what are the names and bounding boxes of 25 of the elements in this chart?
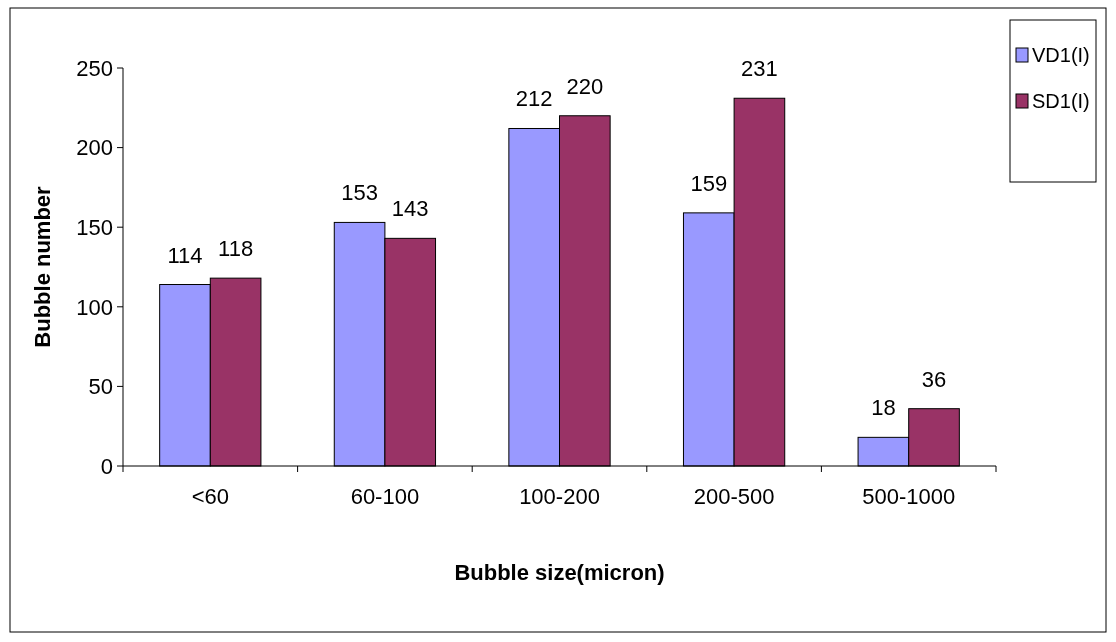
- data-label: 36: [921, 366, 947, 392]
- data-label: 159: [690, 170, 728, 196]
- y-tick-label: 250: [76, 55, 113, 81]
- legend-label: SD1(I): [1032, 90, 1090, 112]
- data-label: 231: [741, 56, 778, 82]
- y-tick-label: 0: [100, 453, 113, 479]
- x-tick-label: 500-1000: [862, 484, 956, 509]
- data-label: 118: [218, 236, 254, 262]
- data-label: 114: [167, 242, 203, 268]
- y-tick-label: 200: [76, 135, 113, 161]
- data-label: 18: [871, 395, 896, 421]
- x-axis-title: Bubble size(micron): [454, 560, 665, 585]
- data-label: 212: [515, 86, 553, 112]
- legend-label: VD1(I): [1032, 44, 1090, 66]
- y-tick-label: 150: [76, 214, 113, 240]
- x-tick-label: 200-500: [693, 484, 775, 509]
- data-label: 220: [566, 73, 604, 99]
- x-tick-label: <60: [191, 484, 229, 509]
- x-tick-label: 60-100: [350, 484, 420, 509]
- x-tick-label: 100-200: [519, 484, 600, 509]
- y-axis-title: Bubble number: [30, 185, 55, 348]
- data-label: 143: [391, 196, 429, 222]
- y-tick-label: 50: [88, 374, 113, 400]
- data-label: 153: [341, 180, 378, 206]
- y-tick-label: 100: [76, 294, 113, 320]
